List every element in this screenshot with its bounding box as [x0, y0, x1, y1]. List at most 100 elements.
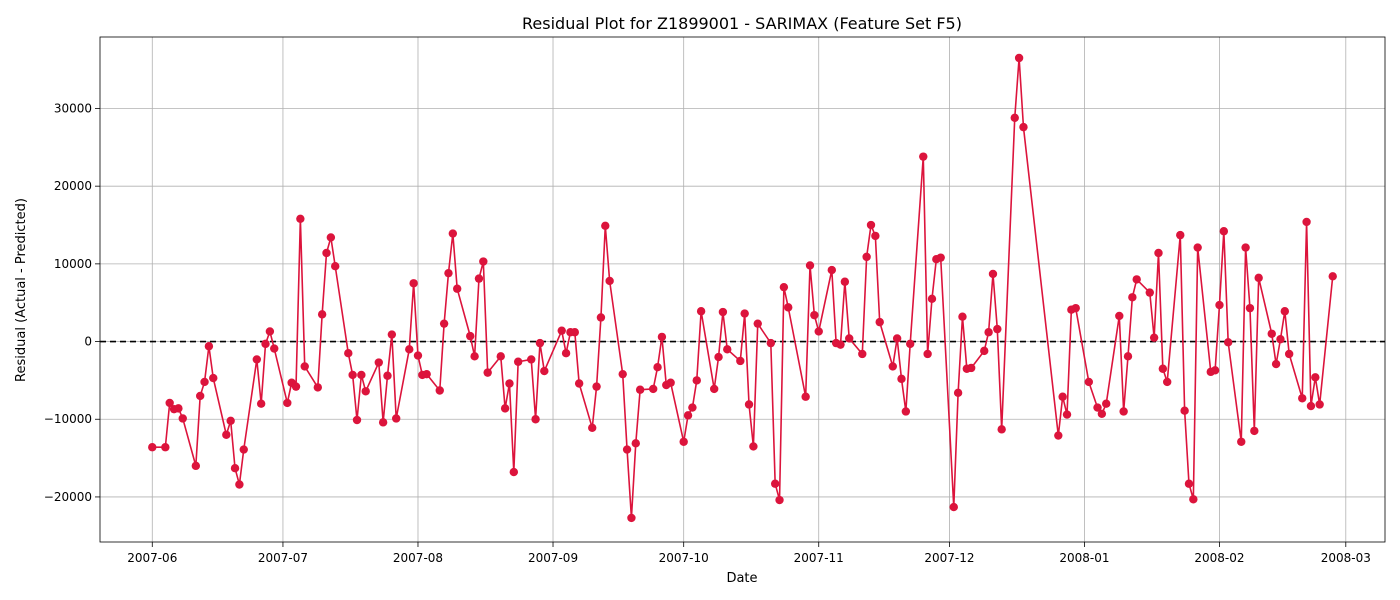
x-tick-label: 2007-11 [794, 551, 844, 565]
residual-point [178, 414, 187, 423]
residual-point [344, 349, 353, 358]
x-tick-label: 2007-10 [659, 551, 709, 565]
residual-point [997, 425, 1006, 434]
residual-point [161, 443, 170, 452]
residual-point [1193, 243, 1202, 252]
residual-point [1071, 303, 1080, 313]
residual-point [1276, 335, 1285, 344]
residual-point [993, 324, 1002, 334]
residual-point [570, 328, 579, 337]
residual-point [357, 370, 366, 380]
residual-point [1180, 406, 1189, 415]
residual-point [535, 338, 545, 348]
residual-point [1237, 437, 1246, 446]
x-tick-label: 2008-01 [1059, 551, 1109, 565]
residual-point [239, 445, 248, 454]
residual-point [740, 309, 749, 318]
residual-point [270, 344, 279, 353]
residual-point [283, 398, 292, 408]
residual-point [1223, 338, 1233, 347]
residual-point [1128, 293, 1137, 302]
residual-point [1284, 349, 1294, 359]
residual-point [875, 317, 884, 327]
residual-point [949, 502, 958, 512]
residual-point [500, 404, 510, 413]
residual-point [439, 319, 449, 328]
residual-point [1315, 400, 1324, 409]
residual-point [736, 356, 745, 366]
residual-point [1328, 272, 1337, 281]
x-axis-ticks: 2007-06 2007-07 2007-08 2007-09 2007-10 2007-… [127, 542, 1371, 565]
residual-point [627, 513, 636, 523]
residual-point [322, 248, 331, 258]
residual-point [1184, 479, 1194, 488]
residual-point [1119, 407, 1128, 416]
residual-point [1054, 431, 1063, 440]
residual-point [657, 332, 667, 342]
residual-point [714, 352, 723, 362]
residual-point [927, 294, 937, 304]
residual-point [784, 303, 793, 312]
residual-point [1132, 275, 1141, 284]
residual-point [226, 416, 235, 425]
x-tick-label: 2007-09 [528, 551, 578, 565]
residual-point [966, 363, 976, 373]
residual-point [1019, 122, 1028, 132]
plot-frame [99, 36, 1386, 543]
residual-point [845, 334, 854, 343]
residual-point [361, 387, 370, 396]
residual-point [862, 252, 871, 262]
residual-point [383, 371, 392, 380]
residual-point [1280, 307, 1290, 316]
residual-point [1154, 248, 1163, 258]
residual-point [348, 370, 357, 380]
residual-point [1176, 230, 1185, 240]
residual-line [152, 57, 1334, 519]
residual-point [679, 437, 688, 446]
residual-point [409, 279, 418, 288]
residual-point [1311, 373, 1320, 382]
residual-point [209, 373, 218, 383]
residual-point [470, 352, 479, 361]
chart-title: Residual Plot for Z1899001 - SARIMAX (Fe… [522, 14, 962, 33]
residual-point [827, 265, 836, 275]
residual-point [483, 368, 492, 377]
residual-point [1163, 377, 1172, 387]
x-tick-label: 2008-02 [1194, 551, 1244, 565]
residual-point [1014, 53, 1024, 63]
residual-point [814, 327, 823, 336]
grid-lines [100, 37, 1385, 542]
residual-point [296, 214, 305, 223]
residual-point [923, 349, 932, 359]
residual-point [1302, 217, 1311, 227]
residual-point [840, 277, 850, 286]
residual-point [513, 357, 523, 366]
residual-point [766, 338, 776, 348]
residual-point [313, 383, 322, 392]
residual-point [618, 369, 627, 379]
residual-point [635, 385, 645, 394]
residual-point [692, 376, 701, 385]
x-tick-label: 2008-03 [1321, 551, 1371, 565]
residual-point [683, 411, 693, 420]
residual-point [892, 334, 902, 343]
residual-point [1158, 364, 1168, 373]
residual-point [601, 221, 610, 230]
residual-point [775, 495, 784, 505]
residual-point [653, 362, 662, 372]
residual-point [505, 379, 514, 388]
residual-point [592, 382, 601, 391]
residual-point [561, 349, 571, 358]
residual-point [984, 328, 993, 337]
residual-point [1010, 113, 1019, 123]
residual-point [1058, 392, 1067, 401]
residual-point [496, 352, 505, 361]
residual-point [901, 407, 911, 416]
residual-point [261, 339, 270, 349]
x-tick-label: 2007-08 [393, 551, 443, 565]
residual-point [605, 276, 614, 286]
residual-point [1271, 359, 1281, 369]
residual-point [326, 233, 336, 242]
residual-point [696, 307, 706, 316]
residual-point [770, 479, 780, 488]
